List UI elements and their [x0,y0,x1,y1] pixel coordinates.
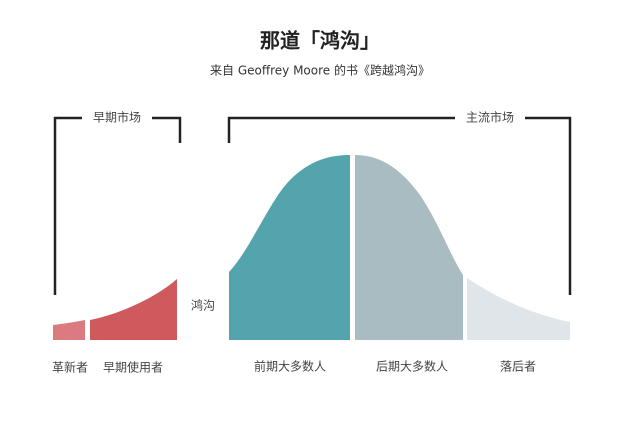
label-bg [455,108,525,128]
segment-label: 后期大多数人 [376,359,448,374]
early-adopters-area [90,279,177,340]
mainstream-market-bracket [227,116,572,295]
late-majority-area [355,155,463,340]
segment-label: 早期使用者 [103,360,163,375]
early-market-label: 早期市场 [93,110,141,125]
innovators-area [53,320,85,340]
subtitle: 来自 Geoffrey Moore 的书《跨越鸿沟》 [210,63,430,78]
mainstream-market-label: 主流市场 [466,110,514,125]
chasm-label: 鸿沟 [191,299,215,313]
label-bg [82,108,152,128]
segment-label: 革新者 [52,360,88,375]
segment-label: 落后者 [500,360,536,374]
segment-label: 前期大多数人 [254,359,326,374]
early-majority-area [229,155,350,340]
title: 那道「鸿沟」 [260,29,380,53]
laggards-area [467,278,570,340]
